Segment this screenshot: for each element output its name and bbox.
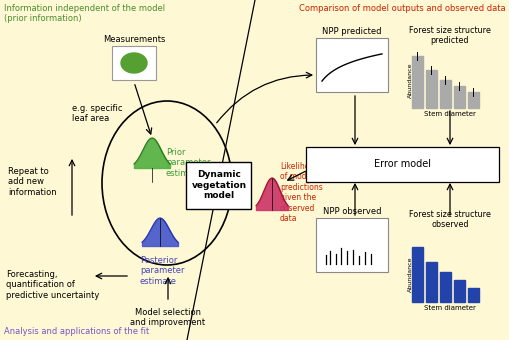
Bar [467, 288, 478, 302]
Text: Posterior
parameter
estimate: Posterior parameter estimate [140, 256, 184, 286]
Text: Dynamic
vegetation
model: Dynamic vegetation model [191, 170, 246, 200]
Text: Likelihood
of model
predictions
given the
observed
data: Likelihood of model predictions given th… [279, 162, 322, 223]
FancyBboxPatch shape [186, 162, 251, 208]
Bar [439, 272, 450, 302]
Text: Analysis and applications of the fit: Analysis and applications of the fit [4, 327, 149, 336]
Text: NPP observed: NPP observed [322, 207, 381, 216]
Text: Error model: Error model [374, 159, 431, 169]
Text: Model selection
and improvement: Model selection and improvement [130, 308, 205, 327]
Bar [425, 70, 436, 108]
Text: Diversity: Diversity [336, 82, 367, 88]
Text: Measurements: Measurements [103, 35, 165, 44]
Text: Forest size structure
predicted: Forest size structure predicted [408, 26, 490, 46]
Text: Stem diameter: Stem diameter [423, 111, 475, 117]
Bar [453, 280, 464, 302]
Text: NPP predicted: NPP predicted [322, 27, 381, 36]
Text: Comparison of model outputs and observed data: Comparison of model outputs and observed… [299, 4, 505, 13]
Text: Information independent of the model
(prior information): Information independent of the model (pr… [4, 4, 165, 23]
Text: Forest size structure
observed: Forest size structure observed [408, 210, 490, 230]
Bar [467, 92, 478, 108]
Polygon shape [121, 53, 147, 73]
Text: Forecasting,
quantification of
predictive uncertainty: Forecasting, quantification of predictiv… [6, 270, 99, 300]
Bar [411, 247, 422, 302]
Text: Abundance: Abundance [407, 256, 412, 292]
FancyBboxPatch shape [316, 218, 387, 272]
FancyBboxPatch shape [112, 46, 156, 80]
Text: Diversity: Diversity [336, 262, 367, 268]
FancyBboxPatch shape [306, 147, 498, 182]
FancyBboxPatch shape [316, 38, 387, 92]
Text: Prior
parameter
estimate: Prior parameter estimate [165, 148, 210, 178]
Text: Stem diameter: Stem diameter [423, 305, 475, 311]
Bar [425, 262, 436, 302]
Text: e.g. specific
leaf area: e.g. specific leaf area [72, 104, 122, 123]
Text: Abundance: Abundance [407, 62, 412, 98]
Text: Repeat to
add new
information: Repeat to add new information [8, 167, 56, 197]
Bar [439, 80, 450, 108]
Bar [453, 86, 464, 108]
Bar [411, 56, 422, 108]
